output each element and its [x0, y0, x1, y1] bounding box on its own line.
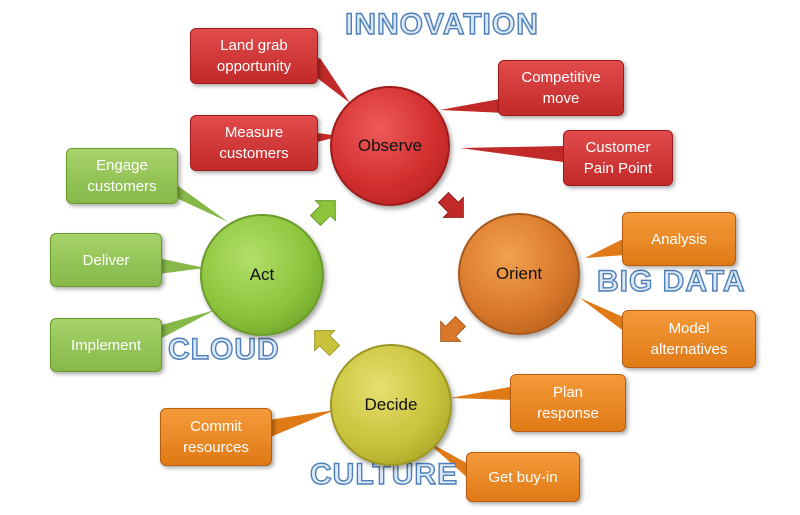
- pointer-model-alternatives: [580, 298, 630, 336]
- stage-act: Act: [200, 214, 324, 336]
- stage-observe: Observe: [330, 86, 450, 206]
- pointer-get-buy-in: [425, 440, 470, 480]
- stage-orient-label: Orient: [495, 264, 543, 283]
- callout-analysis: Analysis: [622, 212, 736, 266]
- stage-decide: Decide: [330, 344, 452, 466]
- callout-deliver: Deliver: [50, 233, 162, 287]
- stage-decide-label: Decide: [364, 395, 418, 414]
- stage-orient: Orient: [458, 213, 580, 335]
- pointer-analysis: [585, 238, 625, 258]
- callout-customer-pain-point: Customer Pain Point: [563, 130, 673, 186]
- arrow-decide-to-act: [314, 330, 341, 357]
- callout-competitive-move: Competitive move: [498, 60, 624, 116]
- callout-implement: Implement: [50, 318, 162, 372]
- theme-big-data: BIG DATA: [596, 264, 746, 298]
- pointer-customer-pain-point: [460, 146, 563, 162]
- callout-get-buy-in: Get buy-in: [466, 452, 580, 502]
- callout-engage-customers: Engage customers: [66, 148, 178, 204]
- callout-measure-customers: Measure customers: [190, 115, 318, 171]
- pointer-competitive-move: [440, 98, 505, 113]
- stage-act-label: Act: [249, 265, 275, 284]
- stage-observe-label: Observe: [357, 136, 423, 155]
- theme-innovation: INNOVATION: [344, 7, 539, 41]
- pointer-engage-customers: [170, 180, 228, 222]
- callout-plan-response: Plan response: [510, 374, 626, 432]
- pointer-commit-resources: [268, 410, 335, 438]
- callout-model-alternatives: Model alternatives: [622, 310, 756, 368]
- theme-cloud: CLOUD: [167, 332, 280, 366]
- pointer-plan-response: [450, 386, 515, 400]
- pointer-deliver: [158, 258, 205, 274]
- arrow-act-to-observe: [309, 200, 336, 227]
- callout-land-grab: Land grab opportunity: [190, 28, 318, 84]
- pointer-implement: [158, 310, 215, 340]
- arrow-observe-to-orient: [437, 191, 464, 218]
- arrow-orient-to-decide: [440, 315, 467, 342]
- callout-commit-resources: Commit resources: [160, 408, 272, 466]
